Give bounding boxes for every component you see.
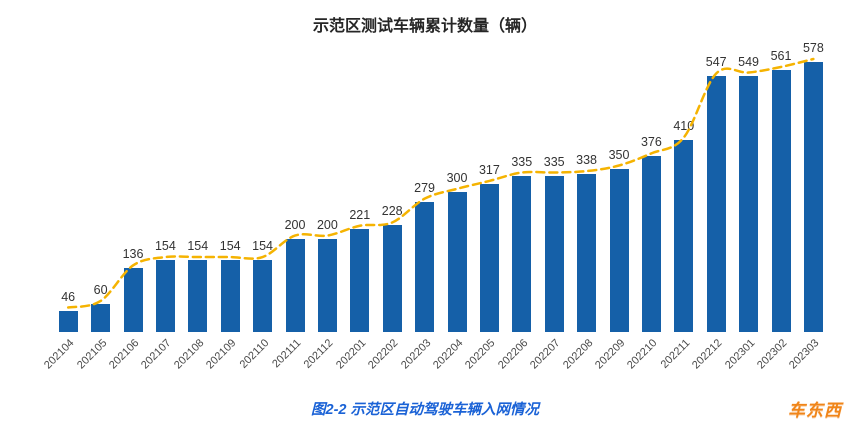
bar (479, 183, 499, 332)
bar (220, 260, 240, 332)
bar (706, 76, 726, 332)
bar-value-label: 578 (802, 41, 824, 55)
chart-title: 示范区测试车辆累计数量（辆） (312, 18, 537, 35)
bar (803, 62, 823, 332)
bar (317, 238, 337, 332)
bar (123, 268, 143, 332)
bar (739, 75, 759, 332)
bar-value-label: 60 (93, 282, 108, 297)
bar (577, 174, 597, 332)
bar (447, 191, 467, 332)
bar-value-label: 228 (381, 204, 403, 219)
bar (771, 69, 791, 332)
bar (544, 175, 564, 332)
bar (58, 310, 78, 332)
figure-caption: 图2-2 示范区自动驾驶车辆入网情况 (311, 402, 539, 418)
bar (188, 260, 208, 332)
bar (382, 225, 402, 332)
bar (512, 175, 532, 332)
bar (609, 168, 629, 332)
bar (641, 156, 661, 332)
bar (155, 260, 175, 332)
bar (253, 260, 273, 332)
watermark-logo: 车东西 (788, 401, 842, 420)
bar (91, 303, 111, 332)
bar-value-label: 410 (673, 119, 695, 134)
bar (285, 238, 305, 332)
bar-value-label: 154 (252, 239, 274, 254)
bar (674, 140, 694, 332)
bar (415, 201, 435, 332)
bar (350, 228, 370, 332)
bar-value-label: 376 (640, 135, 662, 150)
